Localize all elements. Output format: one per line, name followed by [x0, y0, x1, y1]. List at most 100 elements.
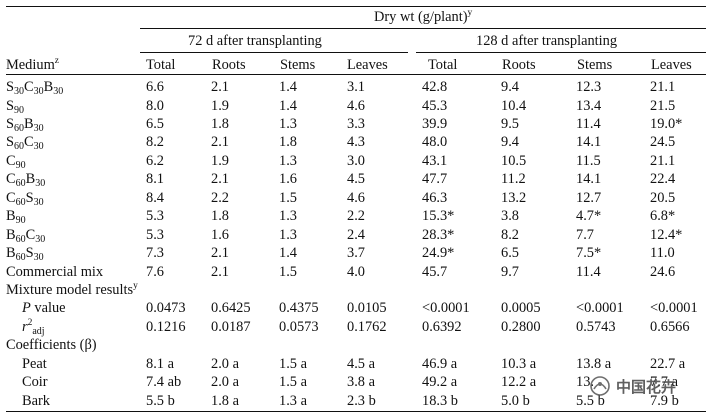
table-row-cell: 2.1 — [211, 79, 229, 95]
r2-value-cell: 0.0573 — [279, 318, 319, 335]
table-row-cell: 8.2 — [146, 134, 164, 151]
medium-label: Medium — [6, 57, 55, 73]
table-row-cell: 14.1 — [576, 171, 602, 188]
medium-letter: S — [6, 115, 15, 132]
table-row-cell: 1.3 — [279, 152, 297, 169]
coefficient-cell: 13.8 a — [576, 355, 612, 372]
table-row-cell: 12.3 — [576, 79, 602, 95]
group2-header: 128 d after transplanting — [476, 33, 618, 49]
table-row-cell: 5.3 — [146, 208, 164, 225]
table-row-cell: 1.3 — [279, 115, 297, 132]
table-row-cell: 2.1 — [211, 245, 229, 261]
medium-proportion: 30 — [14, 86, 25, 97]
medium-proportion: 90 — [14, 104, 25, 116]
r2-value-cell: 0.1216 — [146, 318, 186, 335]
table-row-cell: 1.9 — [211, 152, 229, 169]
coefficient-cell: 10.3 a — [501, 355, 537, 372]
p-value-cell: 0.4375 — [279, 300, 319, 317]
table-row-cell: 2.2 — [347, 208, 365, 225]
column-header-72d-total: Total — [146, 57, 176, 73]
r-sub: adj — [32, 325, 45, 337]
medium-proportion: 30 — [33, 86, 44, 97]
table-row-cell: 3.3 — [347, 115, 365, 132]
r2-value-cell: 0.2800 — [501, 318, 541, 335]
column-header-72d-stems: Stems — [280, 57, 316, 73]
medium-label: S60C30 — [6, 134, 44, 153]
coefficient-cell: 1.5 a — [279, 374, 307, 391]
medium-label: S60B30 — [6, 115, 44, 134]
table-row-cell: 8.2 — [501, 226, 519, 243]
table-row-cell: 1.6 — [279, 171, 297, 188]
table-row-cell: 11.5 — [576, 152, 601, 169]
coefficient-cell: 5.0 b — [501, 392, 530, 409]
medium-label: C90 — [6, 152, 26, 171]
coefficient-cell: 2.3 b — [347, 392, 376, 409]
p-value-cell: <0.0001 — [650, 300, 698, 317]
table-row-cell: 1.6 — [211, 226, 229, 243]
coefficient-cell: 7.4 ab — [146, 374, 182, 391]
table-row-cell: 21.1 — [650, 152, 676, 169]
medium-proportion: 30 — [33, 141, 44, 153]
table-row-cell: 11.0 — [650, 245, 675, 261]
coefficient-cell: 7.7 a — [650, 374, 678, 391]
r2-label: r2adj — [22, 318, 45, 337]
table-row-cell: 45.3 — [422, 97, 448, 114]
medium-label: C60S30 — [6, 189, 44, 208]
watermark-text: 中国花卉 — [616, 377, 677, 396]
coefficient-cell: 7.9 b — [650, 392, 679, 409]
group2-rule — [416, 52, 706, 53]
medium-letter: S — [25, 189, 34, 206]
table-row-cell: 1.9 — [211, 97, 229, 114]
medium-letter: B — [6, 208, 16, 225]
medium-header: Mediumz — [6, 56, 59, 74]
mixture-title-text: Mixture model results — [6, 281, 134, 298]
coefficient-cell: 2.0 a — [211, 374, 239, 391]
medium-letter: C — [24, 134, 34, 151]
medium-proportion: 30 — [35, 233, 46, 245]
medium-letter: C — [6, 152, 16, 169]
table-row-cell: 24.6 — [650, 263, 676, 280]
table-row-cell: 1.3 — [279, 226, 297, 243]
medium-letter: B — [24, 115, 34, 132]
medium-label: S90 — [6, 98, 25, 116]
table-row-cell: 19.0* — [650, 115, 683, 132]
table-row-cell: 24.9* — [422, 245, 455, 261]
medium-proportion: 60 — [15, 252, 26, 263]
medium-letter: S — [6, 134, 15, 151]
table-row-cell: 4.5 — [347, 171, 365, 188]
coefficient-cell: 49.2 a — [422, 374, 458, 391]
coefficient-label: Coir — [22, 374, 48, 391]
coefficient-cell: 46.9 a — [422, 355, 458, 372]
medium-proportion: 30 — [35, 178, 46, 190]
column-header-128d-leaves: Leaves — [651, 57, 692, 73]
table-row-cell: 42.8 — [422, 79, 448, 95]
column-header-128d-stems: Stems — [577, 57, 613, 73]
coefficient-cell: 4.5 a — [347, 355, 375, 372]
r-symbol: r — [22, 318, 28, 335]
medium-proportion: 60 — [15, 233, 26, 245]
medium-letter: C — [24, 79, 34, 95]
medium-letter: B — [25, 171, 36, 188]
table-row-cell: 11.4 — [576, 263, 601, 280]
super-title-text: Dry wt (g/plant) — [374, 9, 468, 25]
coefficient-cell: 22.7 a — [650, 355, 686, 372]
table-row-cell: 12.4* — [650, 226, 683, 243]
medium-label: B90 — [6, 208, 26, 226]
column-header-72d-roots: Roots — [212, 57, 246, 73]
coefficient-cell: 5.5 b — [576, 392, 605, 409]
medium-letter: Commercial mix — [6, 263, 104, 280]
table-row-cell: 1.5 — [279, 263, 297, 280]
medium-letter: B — [6, 245, 16, 261]
table-row-cell: 1.8 — [211, 208, 229, 225]
coefficient-cell: 5.5 b — [146, 392, 175, 409]
table-row-cell: 22.4 — [650, 171, 676, 188]
table-row-cell: 6.5 — [501, 245, 519, 261]
coefficients-title: Coefficients (β) — [6, 337, 97, 354]
medium-letter: S — [25, 245, 34, 261]
r2-value-cell: 0.1762 — [347, 318, 387, 335]
medium-proportion: 30 — [33, 196, 44, 208]
p-label-rest: value — [30, 300, 66, 317]
table-row-cell: 2.1 — [211, 171, 229, 188]
medium-proportion: 30 — [33, 122, 44, 134]
medium-proportion: 60 — [15, 178, 26, 190]
